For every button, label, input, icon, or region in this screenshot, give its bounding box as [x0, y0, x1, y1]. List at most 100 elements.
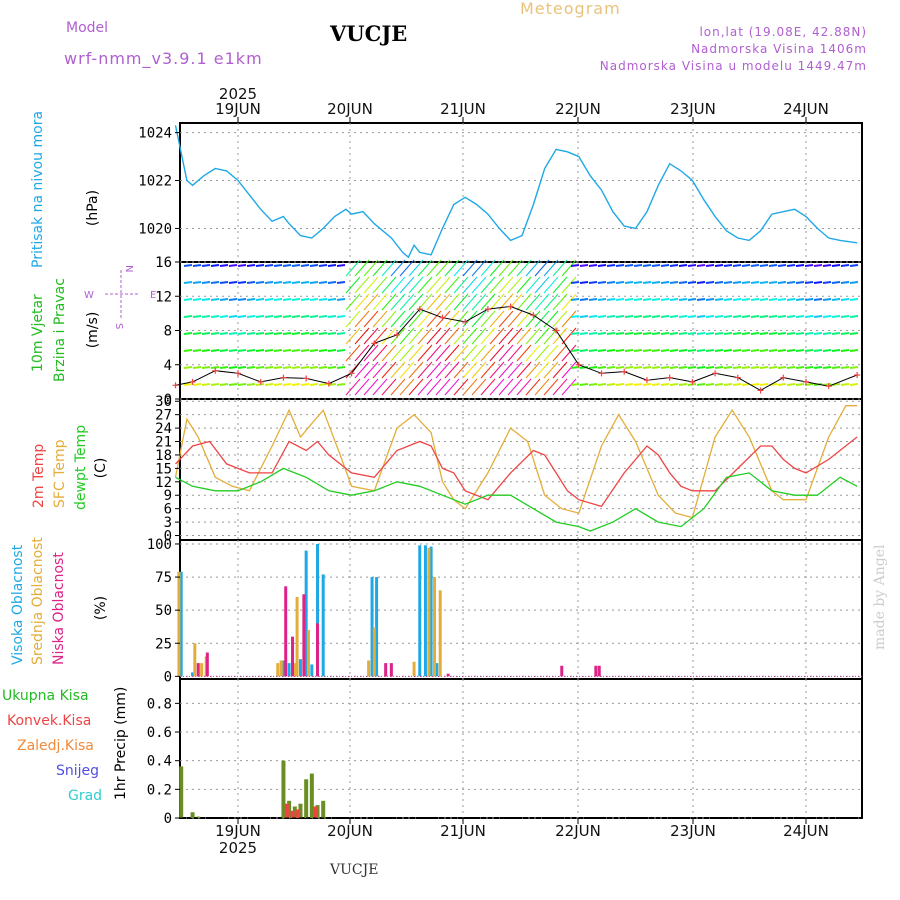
- cloud-bar-1: [306, 630, 310, 677]
- pressure-tick-label-1: 1022: [138, 174, 172, 190]
- wind-barb: [264, 332, 274, 335]
- wind-barb: [741, 366, 751, 369]
- wind-barb: [507, 310, 523, 328]
- wind-barb: [228, 315, 238, 318]
- cloud-bar-2: [560, 665, 564, 677]
- wind-barb: [849, 281, 859, 284]
- compass-east: E: [150, 290, 156, 301]
- wind-barb: [543, 293, 559, 311]
- pressure-panel-frame: [179, 122, 863, 263]
- wind-barb: [255, 264, 265, 267]
- wind-barb: [660, 332, 670, 335]
- wind-barb: [615, 264, 625, 267]
- wind-barb: [426, 276, 442, 294]
- wind-barb: [363, 361, 379, 379]
- wind-barb: [660, 366, 670, 369]
- wind-barb: [822, 264, 832, 267]
- wind-marker: [439, 314, 446, 321]
- sfc-temp-line: [174, 405, 858, 519]
- precip-bar-0: [196, 816, 201, 818]
- wind-barb: [813, 281, 823, 284]
- wind-barb: [579, 332, 589, 335]
- wind-barb: [273, 298, 283, 301]
- wind-barb: [534, 276, 550, 294]
- wind-barb: [696, 264, 706, 267]
- wind-barb: [624, 366, 634, 369]
- wind-barb: [588, 383, 598, 386]
- wind-barb: [516, 293, 532, 311]
- wind-barb: [759, 366, 769, 369]
- wind-barb: [804, 281, 814, 284]
- wind-barb: [327, 264, 337, 267]
- wind-barb: [696, 281, 706, 284]
- wind-barb: [786, 383, 796, 386]
- precip-bar-0: [292, 806, 297, 818]
- wind-barb: [687, 315, 697, 318]
- wind-barb: [291, 315, 301, 318]
- wind-barb: [336, 383, 346, 386]
- wind-barb: [381, 361, 397, 379]
- wind-barb: [804, 332, 814, 335]
- wind-barb: [273, 366, 283, 369]
- wind-barb: [408, 361, 424, 379]
- wind-barb: [228, 349, 238, 352]
- wind-barb: [444, 378, 460, 396]
- wind-barb: [219, 281, 229, 284]
- station-title: VUCJE: [330, 21, 408, 46]
- wind-barb: [192, 366, 202, 369]
- wind-barb: [327, 349, 337, 352]
- wind-barb: [444, 344, 460, 362]
- cloud-bar-1: [427, 547, 431, 677]
- wind-barb: [750, 315, 760, 318]
- wind-marker: [212, 367, 219, 374]
- wind-barb: [615, 315, 625, 318]
- wind-barb: [678, 383, 688, 386]
- wind-barb: [354, 344, 370, 362]
- footer-station: VUCJE: [330, 862, 379, 878]
- wind-barb: [336, 315, 346, 318]
- wind-barb: [759, 332, 769, 335]
- wind-barb: [570, 332, 580, 335]
- wind-barb: [471, 276, 487, 294]
- pressure-label: Pritisak na nivou mora: [30, 111, 46, 268]
- wind-barb: [498, 378, 514, 396]
- wind-barb: [561, 310, 577, 328]
- cloud-bar-0: [435, 663, 439, 677]
- wind-barb: [552, 293, 568, 311]
- wind-barb: [309, 264, 319, 267]
- wind-barb: [183, 281, 193, 284]
- wind-barb: [228, 332, 238, 335]
- wind-barb: [534, 361, 550, 379]
- wind-barb: [678, 349, 688, 352]
- wind-barb: [831, 298, 841, 301]
- wind-barb: [615, 332, 625, 335]
- cloud-bar-2: [205, 652, 209, 677]
- wind-marker: [530, 312, 537, 319]
- temp-tick-label-6: 18: [155, 448, 172, 464]
- wind-barb: [291, 383, 301, 386]
- wind-barb: [471, 344, 487, 362]
- wind-marker: [598, 370, 605, 377]
- cloud-bar-1: [293, 663, 297, 677]
- wind-barb: [795, 349, 805, 352]
- wind-barb: [291, 349, 301, 352]
- wind-marker: [780, 374, 787, 381]
- wind-barb: [579, 281, 589, 284]
- wind-barb: [840, 366, 850, 369]
- wind-barb: [822, 349, 832, 352]
- wind-barb: [678, 298, 688, 301]
- wind-barb: [255, 315, 265, 318]
- wind-barb: [327, 315, 337, 318]
- cloud-tick-label-0: 0: [164, 669, 172, 685]
- wind-barb: [345, 293, 361, 311]
- wind-barb: [336, 366, 346, 369]
- wind-barb: [210, 332, 220, 335]
- wind-barb: [516, 344, 532, 362]
- precip-legend-item: Snijeg: [56, 763, 99, 779]
- wind-barb: [237, 383, 247, 386]
- temp2m-line: [175, 436, 858, 508]
- wind-barb: [606, 366, 616, 369]
- wind-barb: [525, 361, 541, 379]
- wind-barb: [399, 344, 415, 362]
- wind-barb: [759, 281, 769, 284]
